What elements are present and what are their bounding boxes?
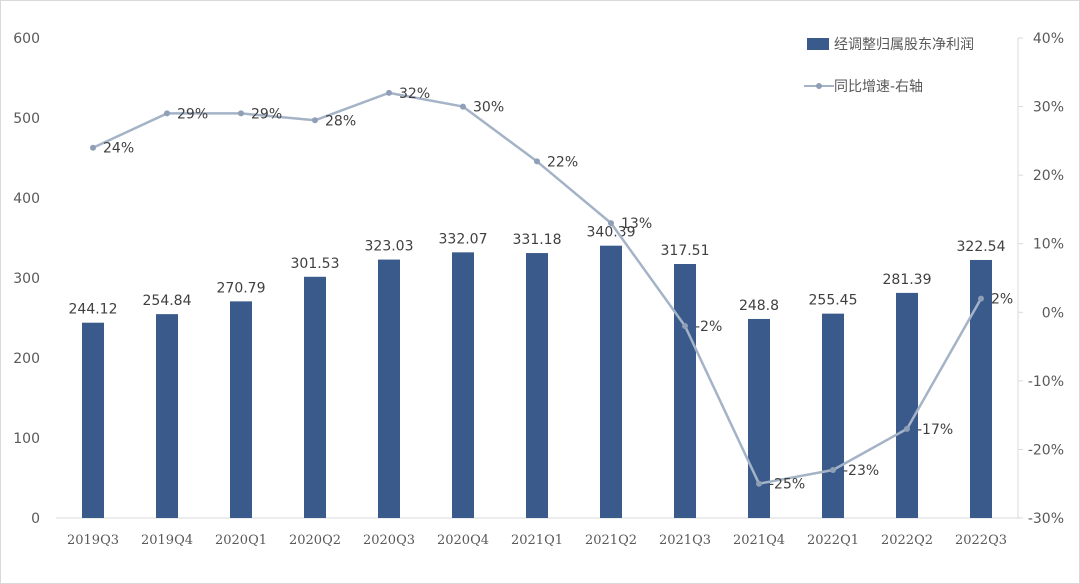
left-axis-tick-label: 200	[13, 351, 40, 367]
line-data-label: 29%	[251, 106, 282, 122]
bar	[156, 314, 178, 518]
legend: 经调整归属股东净利润 同比增速-右轴	[804, 36, 974, 95]
bar	[82, 322, 104, 518]
bar	[230, 301, 252, 518]
bar-data-label: 323.03	[365, 239, 414, 255]
bar-data-label: 244.12	[69, 302, 118, 318]
right-axis-tick-label: 40%	[1033, 31, 1064, 47]
bar	[822, 313, 844, 518]
bar-data-label: 270.79	[217, 280, 266, 296]
bar-data-label: 248.8	[739, 298, 779, 314]
right-axis-tick-label: 20%	[1033, 168, 1064, 184]
left-axis-tick-label: 300	[13, 271, 40, 287]
line-marker	[164, 110, 170, 117]
x-axis-tick-label: 2019Q3	[67, 533, 119, 548]
line-data-label: 32%	[399, 86, 430, 102]
line-data-label: -25%	[769, 477, 805, 493]
x-axis-tick-label: 2020Q3	[363, 533, 415, 548]
x-axis-tick-label: 2022Q2	[881, 533, 933, 548]
bar-data-label: 331.18	[513, 232, 562, 248]
bar-data-label: 255.45	[809, 293, 858, 309]
line-data-label: 24%	[103, 141, 134, 157]
line-data-label: 30%	[473, 100, 504, 116]
bar-data-label: 301.53	[291, 256, 340, 272]
left-axis-tick-label: 400	[13, 191, 40, 207]
x-axis-tick-label: 2022Q1	[807, 533, 859, 548]
bar	[970, 259, 992, 518]
right-axis-tick-label: 30%	[1033, 100, 1064, 116]
line-marker	[238, 110, 244, 117]
x-axis-tick-label: 2021Q2	[585, 533, 637, 548]
bar	[452, 252, 474, 518]
line-data-label: 28%	[325, 113, 356, 129]
right-axis-tick-label: 10%	[1033, 237, 1064, 253]
line-marker	[830, 467, 836, 473]
bar-data-labels: 244.12 254.84 270.79 301.53 323.03 332.07 331.…	[69, 225, 1006, 318]
line-series	[90, 89, 984, 487]
bar	[304, 276, 326, 518]
bar	[748, 318, 770, 518]
line-data-label: -2%	[695, 319, 722, 335]
bar	[674, 263, 696, 518]
left-axis-tick-label: 100	[13, 431, 40, 447]
line-marker	[386, 89, 392, 96]
bar	[896, 292, 918, 518]
line-marker	[682, 323, 688, 329]
x-axis-tick-label: 2020Q1	[215, 533, 267, 548]
line-marker	[90, 144, 96, 151]
x-axis-tick-label: 2022Q3	[955, 533, 1007, 548]
right-axis-tick-label: 0%	[1042, 305, 1064, 321]
right-axis: -30% -20% -10% 0% 10% 20% 30% 40%	[1018, 31, 1064, 527]
line-data-labels: 24% 29% 29% 28% 32% 30% 22% 13% -2% -25% -23% -17% 2…	[103, 86, 1013, 493]
left-axis-tick-label: 600	[13, 31, 40, 47]
bar-data-label: 254.84	[143, 293, 192, 309]
bar	[526, 253, 548, 518]
x-axis-tick-label: 2020Q4	[437, 533, 489, 548]
line-data-label: -23%	[843, 463, 879, 479]
x-axis-tick-label: 2021Q4	[733, 533, 785, 548]
line-data-label: 2%	[991, 292, 1013, 308]
line-marker	[904, 425, 910, 432]
x-axis-tick-label: 2019Q4	[141, 533, 193, 548]
line-marker	[756, 480, 762, 487]
line-marker	[978, 295, 984, 302]
right-axis-tick-label: -30%	[1028, 511, 1064, 527]
bar-data-label: 281.39	[883, 272, 932, 288]
left-axis: 0 100 200 300 400 500 600	[13, 31, 40, 527]
x-axis-tick-label: 2021Q3	[659, 533, 711, 548]
line-data-label: -17%	[917, 422, 953, 438]
bar-data-label: 332.07	[439, 231, 488, 247]
bar-data-label: 322.54	[957, 239, 1006, 255]
x-axis-tick-label: 2021Q1	[511, 533, 563, 548]
right-axis-tick-label: -10%	[1028, 374, 1064, 390]
legend-bar-swatch	[807, 38, 829, 50]
line-marker	[608, 220, 614, 227]
right-axis-tick-label: -20%	[1028, 442, 1064, 458]
legend-line-marker	[816, 83, 822, 89]
line-marker	[312, 117, 318, 124]
left-axis-tick-label: 0	[31, 511, 40, 527]
x-axis-tick-label: 2020Q2	[289, 533, 341, 548]
line-data-label: 29%	[177, 106, 208, 122]
bar	[378, 259, 400, 518]
legend-bar-label: 经调整归属股东净利润	[834, 36, 974, 53]
x-axis-tick-labels: 2019Q3 2019Q4 2020Q1 2020Q2 2020Q3 2020Q4 2021…	[67, 533, 1007, 548]
line-data-label: 22%	[547, 154, 578, 170]
line-marker	[534, 158, 540, 165]
left-axis-tick-label: 500	[13, 111, 40, 127]
line-marker	[460, 103, 466, 110]
line-data-label: 13%	[621, 216, 652, 232]
legend-line-label: 同比增速-右轴	[834, 79, 923, 95]
bar	[600, 245, 622, 519]
bar-data-label: 317.51	[661, 243, 710, 259]
bar-data-label: 340.39	[587, 225, 636, 241]
